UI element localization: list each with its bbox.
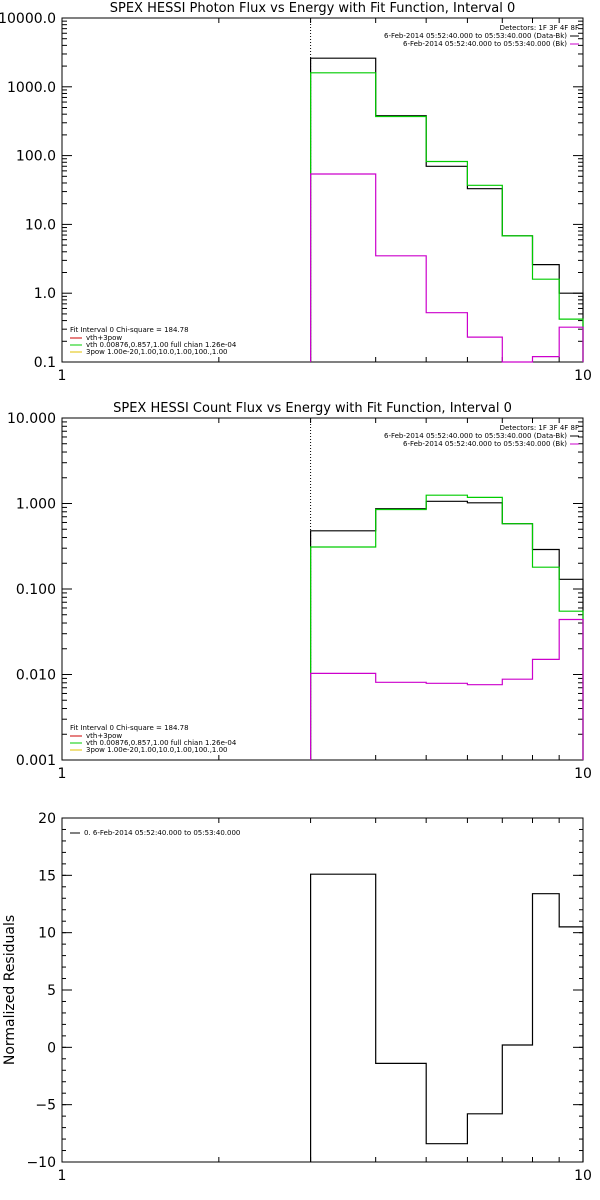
y-tick-label: −5 — [35, 1098, 56, 1114]
legend-entry-label: 6-Feb-2014 05:52:40.000 to 05:53:40.000 … — [384, 32, 567, 40]
x-tick-label: 1 — [58, 368, 67, 384]
x-tick-label: 10 — [574, 1168, 592, 1184]
y-tick-label: 15 — [38, 868, 56, 884]
x-tick-label: 1 — [58, 766, 67, 782]
x-tick-label: 1 — [58, 1168, 67, 1184]
y-tick-label: 10 — [38, 926, 56, 942]
y-tick-label: 0.010 — [16, 668, 56, 684]
panel-1: SPEX HESSI Count Flux vs Energy with Fit… — [7, 401, 592, 782]
y-tick-label: 0.100 — [16, 582, 56, 598]
legend-fit-label: vth+3pow — [86, 334, 122, 342]
plot-frame — [61, 17, 584, 363]
y-tick-label: 10.000 — [7, 411, 56, 427]
legend-fit-label: vth+3pow — [86, 732, 122, 740]
y-tick-label: 1.0 — [34, 286, 56, 302]
panel-0: SPEX HESSI Photon Flux vs Energy with Fi… — [0, 1, 592, 384]
plot-frame — [61, 417, 584, 761]
chart-title: SPEX HESSI Photon Flux vs Energy with Fi… — [110, 1, 516, 16]
legend-detectors: Detectors: 1F 3F 4F 8F — [500, 424, 579, 432]
series-2-histogram — [310, 618, 584, 760]
series-0-histogram — [310, 873, 584, 1162]
legend-fit-header: Fit Interval 0 Chi-square = 184.78 — [70, 724, 189, 732]
legend-entry-label: 6-Feb-2014 05:52:40.000 to 05:53:40.000 … — [403, 440, 567, 448]
legend-detectors: Detectors: 1F 3F 4F 8F — [500, 24, 579, 32]
legend-fit-label: vth 0.00876,0.857,1.00 full chian 1.26e-… — [86, 739, 237, 747]
y-tick-label: 10000.0 — [0, 11, 56, 27]
y-tick-label: 5 — [47, 983, 56, 999]
legend-fit-label: 3pow 1.00e-20,1.00,10.0,1.00,100.,1.00 — [86, 348, 228, 356]
y-tick-label: 10.0 — [25, 217, 56, 233]
x-tick-label: 10 — [574, 766, 592, 782]
legend-fit-header: Fit Interval 0 Chi-square = 184.78 — [70, 326, 189, 334]
y-tick-label: 0.1 — [34, 355, 56, 371]
y-tick-label: 1.000 — [16, 497, 56, 513]
legend-entry-label: 0. 6-Feb-2014 05:52:40.000 to 05:53:40.0… — [84, 829, 240, 837]
y-axis-label: Normalized Residuals — [2, 915, 18, 1065]
x-tick-label: 10 — [574, 368, 592, 384]
y-tick-label: 100.0 — [16, 149, 56, 165]
series-1-histogram — [310, 72, 584, 362]
series-0-histogram — [310, 500, 584, 760]
series-1-histogram — [310, 494, 584, 760]
y-tick-label: 20 — [38, 811, 56, 827]
panel-2: 1 10 20 15 10 5 0 −5 −10 Normalized Residuals 0. 6… — [2, 811, 592, 1184]
series-2-histogram — [310, 173, 584, 363]
y-tick-label: −10 — [26, 1155, 56, 1171]
y-tick-label: 0.001 — [16, 753, 56, 769]
y-tick-label: 1000.0 — [7, 80, 56, 96]
legend-entry-label: 6-Feb-2014 05:52:40.000 to 05:53:40.000 … — [403, 40, 567, 48]
legend-fit-label: 3pow 1.00e-20,1.00,10.0,1.00,100.,1.00 — [86, 746, 228, 754]
series-0-histogram — [310, 57, 584, 362]
chart-title: SPEX HESSI Count Flux vs Energy with Fit… — [113, 401, 512, 416]
legend-entry-label: 6-Feb-2014 05:52:40.000 to 05:53:40.000 … — [384, 432, 567, 440]
y-tick-label: 0 — [47, 1040, 56, 1056]
legend-fit-label: vth 0.00876,0.857,1.00 full chian 1.26e-… — [86, 341, 237, 349]
plot-frame — [61, 817, 584, 1163]
